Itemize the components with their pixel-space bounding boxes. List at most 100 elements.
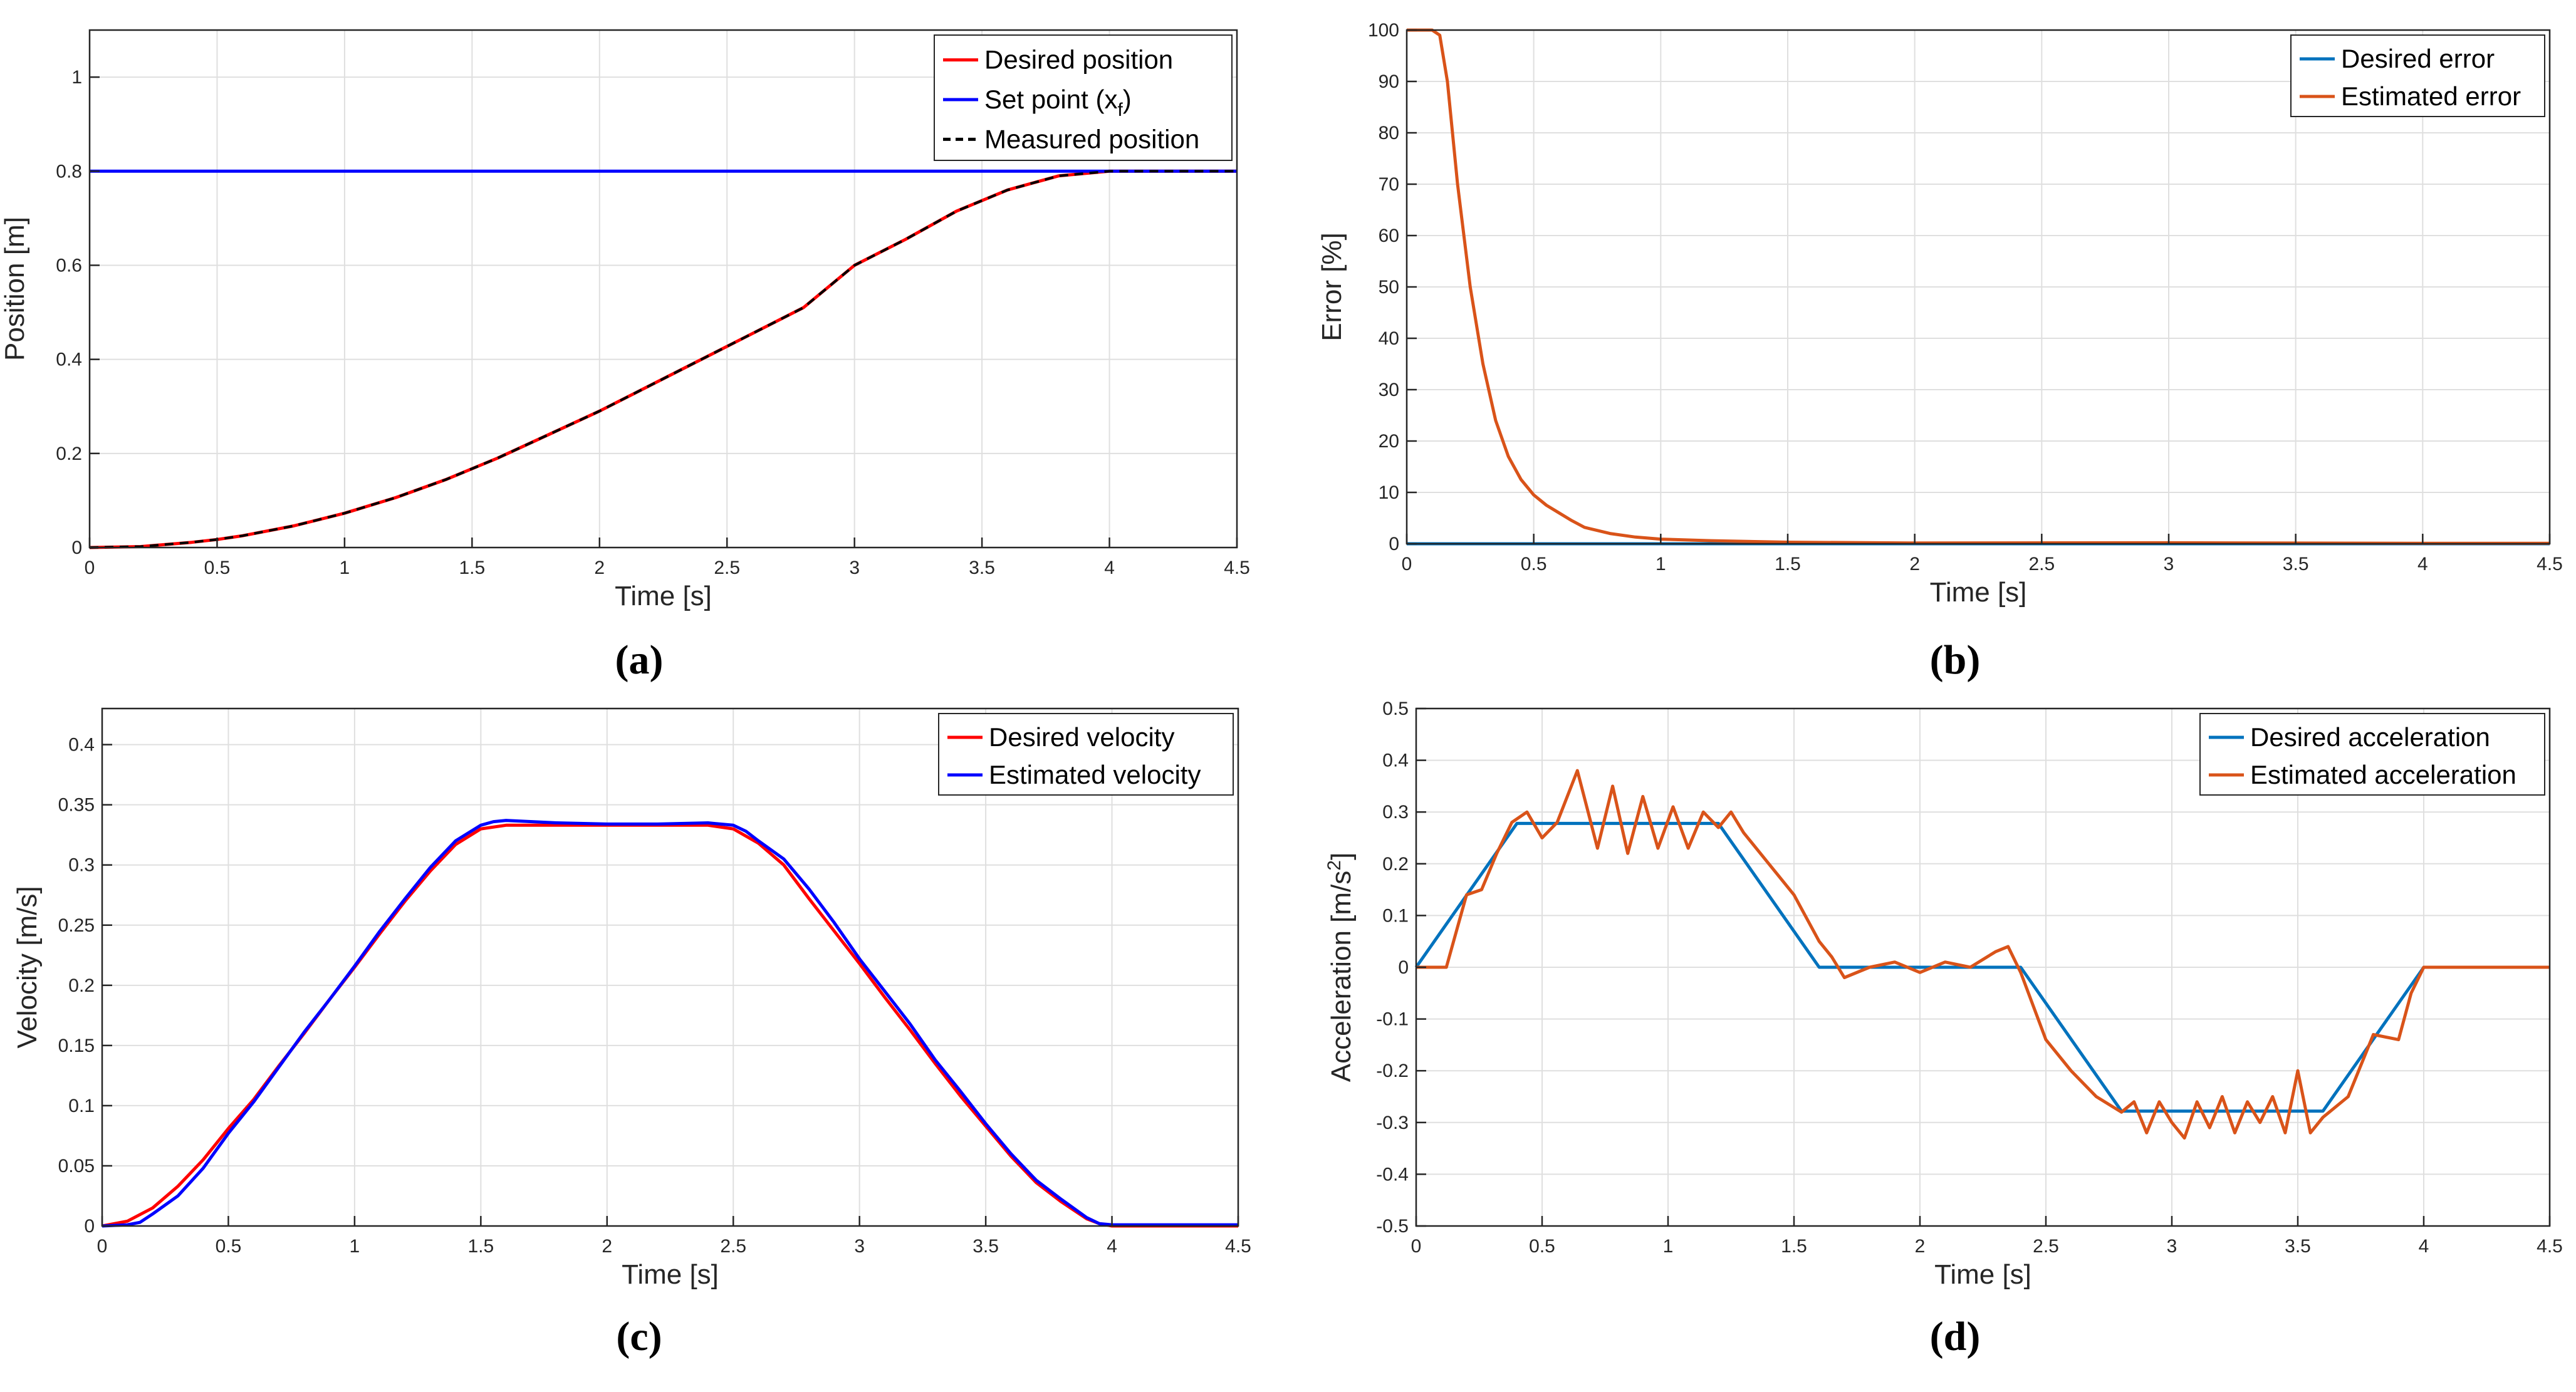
- x-tick-label: 1.5: [1781, 1236, 1807, 1257]
- x-tick-label: 0.5: [204, 558, 231, 578]
- x-tick-label: 0.5: [1521, 554, 1547, 574]
- x-tick-label: 1: [1663, 1236, 1674, 1257]
- y-tick-label: 100: [1368, 20, 1399, 41]
- x-tick-label: 3.5: [2283, 554, 2309, 574]
- x-tick-label: 4.5: [2537, 1236, 2563, 1257]
- x-tick-label: 3.5: [2285, 1236, 2311, 1257]
- x-axis-label: Time [s]: [1930, 577, 2027, 608]
- x-tick-label: 4.5: [1224, 558, 1250, 578]
- y-tick-label: 20: [1379, 431, 1399, 452]
- chart-panel-d: 0 0.5 1 1.5 2 2.5 3 3.5 4 4.5 -0.5 -0.4 -0.3 -0.2 -0.1…: [1324, 699, 2563, 1359]
- y-tick-label: 0.1: [68, 1096, 95, 1116]
- legend-box: [934, 34, 1233, 161]
- x-tick-label: 4: [1107, 1236, 1117, 1257]
- x-tick-label: 2: [594, 558, 605, 578]
- x-tick-label: 0: [1411, 1236, 1422, 1257]
- x-axis-label: Time [s]: [615, 581, 712, 611]
- x-axis-label: Time [s]: [622, 1259, 719, 1290]
- x-tick-label: 1.5: [1775, 554, 1801, 574]
- y-tick-label: 1: [71, 67, 82, 88]
- series-line-2: [1407, 28, 2550, 545]
- y-tick-label: 0.1: [1382, 905, 1409, 926]
- y-tick-label: 0: [1389, 534, 1399, 554]
- y-tick-label: 50: [1379, 277, 1399, 298]
- y-tick-label: 40: [1379, 328, 1399, 349]
- x-axis-label: Time [s]: [1934, 1259, 2031, 1290]
- legend-label: Estimated velocity: [989, 760, 1201, 789]
- legend-label: Estimated error: [2341, 81, 2521, 111]
- x-tick-label: 0.5: [1529, 1236, 1555, 1257]
- x-tick-label: 4: [2417, 554, 2428, 574]
- y-tick-label: 0.6: [56, 255, 82, 276]
- series-line-3: [89, 170, 1237, 549]
- legend-box: [2199, 713, 2545, 796]
- legend: Desired acceleration Estimated accelerati…: [2199, 713, 2545, 796]
- chart-panel-a: 0 0.5 1 1.5 2 2.5 3 3.5 4 4.5 0 0.2 0.4 0.6 0.8 1 Time […: [0, 29, 1250, 683]
- panel-caption: (c): [616, 1314, 662, 1359]
- legend-label: Set point (xf): [984, 85, 1132, 120]
- y-tick-label: 10: [1379, 482, 1399, 503]
- y-tick-label: 0.25: [58, 915, 95, 936]
- x-tick-label: 1: [340, 558, 350, 578]
- series-line-1: [1414, 821, 2550, 1113]
- x-tick-label: 3.5: [969, 558, 995, 578]
- x-tick-label: 3: [849, 558, 860, 578]
- series-line-2: [102, 819, 1238, 1228]
- x-tick-label: 2: [1915, 1236, 1926, 1257]
- y-tick-label: 60: [1379, 226, 1399, 246]
- x-tick-label: 1.5: [467, 1236, 494, 1257]
- y-tick-label: 0.3: [68, 855, 95, 876]
- y-tick-label: 0.15: [58, 1036, 95, 1056]
- y-axis-label: Acceleration [m/s2]: [1324, 853, 1357, 1082]
- y-tick-label: 0.2: [68, 975, 95, 996]
- y-tick-label: 0: [84, 1216, 95, 1237]
- x-tick-label: 4: [2419, 1236, 2429, 1257]
- y-tick-label: -0.3: [1376, 1113, 1409, 1133]
- x-tick-label: 2: [602, 1236, 612, 1257]
- y-tick-label: 0.3: [1382, 802, 1409, 823]
- y-axis-label: Position [m]: [0, 217, 30, 361]
- y-tick-label: 0.05: [58, 1156, 95, 1176]
- x-tick-label: 1: [350, 1236, 360, 1257]
- legend-label: Desired velocity: [989, 722, 1174, 752]
- legend: Desired velocity Estimated velocity: [938, 713, 1234, 796]
- y-tick-label: 0.35: [58, 795, 95, 816]
- legend-box: [2290, 34, 2545, 117]
- legend: Desired error Estimated error: [2290, 34, 2545, 117]
- y-tick-label: 0.2: [1382, 854, 1409, 875]
- x-tick-label: 4.5: [2537, 554, 2563, 574]
- x-tick-label: 2.5: [714, 558, 740, 578]
- legend-box: [938, 713, 1234, 796]
- y-tick-label: 0.5: [1382, 699, 1409, 719]
- x-tick-label: 3: [854, 1236, 865, 1257]
- x-tick-label: 0: [1402, 554, 1412, 574]
- y-tick-label: -0.5: [1376, 1216, 1409, 1237]
- panel-caption: (a): [615, 637, 664, 683]
- chart-panel-b: 0 0.5 1 1.5 2 2.5 3 3.5 4 4.5 0 10 20 30 40 50 60 70 80 90 1…: [1317, 20, 2563, 683]
- x-tick-label: 0: [85, 558, 95, 578]
- y-tick-label: 0.8: [56, 161, 82, 182]
- x-tick-label: 2: [1909, 554, 1920, 574]
- y-tick-label: 0: [1398, 957, 1409, 978]
- y-tick-label: -0.2: [1376, 1061, 1409, 1081]
- y-tick-label: 0: [71, 538, 82, 558]
- x-tick-label: 4.5: [1225, 1236, 1251, 1257]
- y-tick-label: 0.4: [68, 735, 95, 756]
- series-line-2: [1416, 769, 2550, 1140]
- x-tick-label: 0: [97, 1236, 108, 1257]
- y-axis-label: Velocity [m/s]: [12, 886, 43, 1048]
- legend-label: Estimated acceleration: [2250, 760, 2516, 789]
- x-tick-label: 2.5: [720, 1236, 746, 1257]
- axes-box: [88, 29, 1238, 549]
- y-tick-label: -0.1: [1376, 1009, 1409, 1030]
- legend: Desired position Set point (xf) Measured p…: [934, 34, 1233, 161]
- y-tick-label: -0.4: [1376, 1164, 1409, 1185]
- x-tick-label: 4: [1104, 558, 1115, 578]
- x-tick-label: 3.5: [973, 1236, 999, 1257]
- x-tick-label: 0.5: [216, 1236, 242, 1257]
- y-tick-label: 70: [1379, 174, 1399, 195]
- x-tick-label: 3: [2164, 554, 2174, 574]
- panel-caption: (d): [1930, 1314, 1981, 1359]
